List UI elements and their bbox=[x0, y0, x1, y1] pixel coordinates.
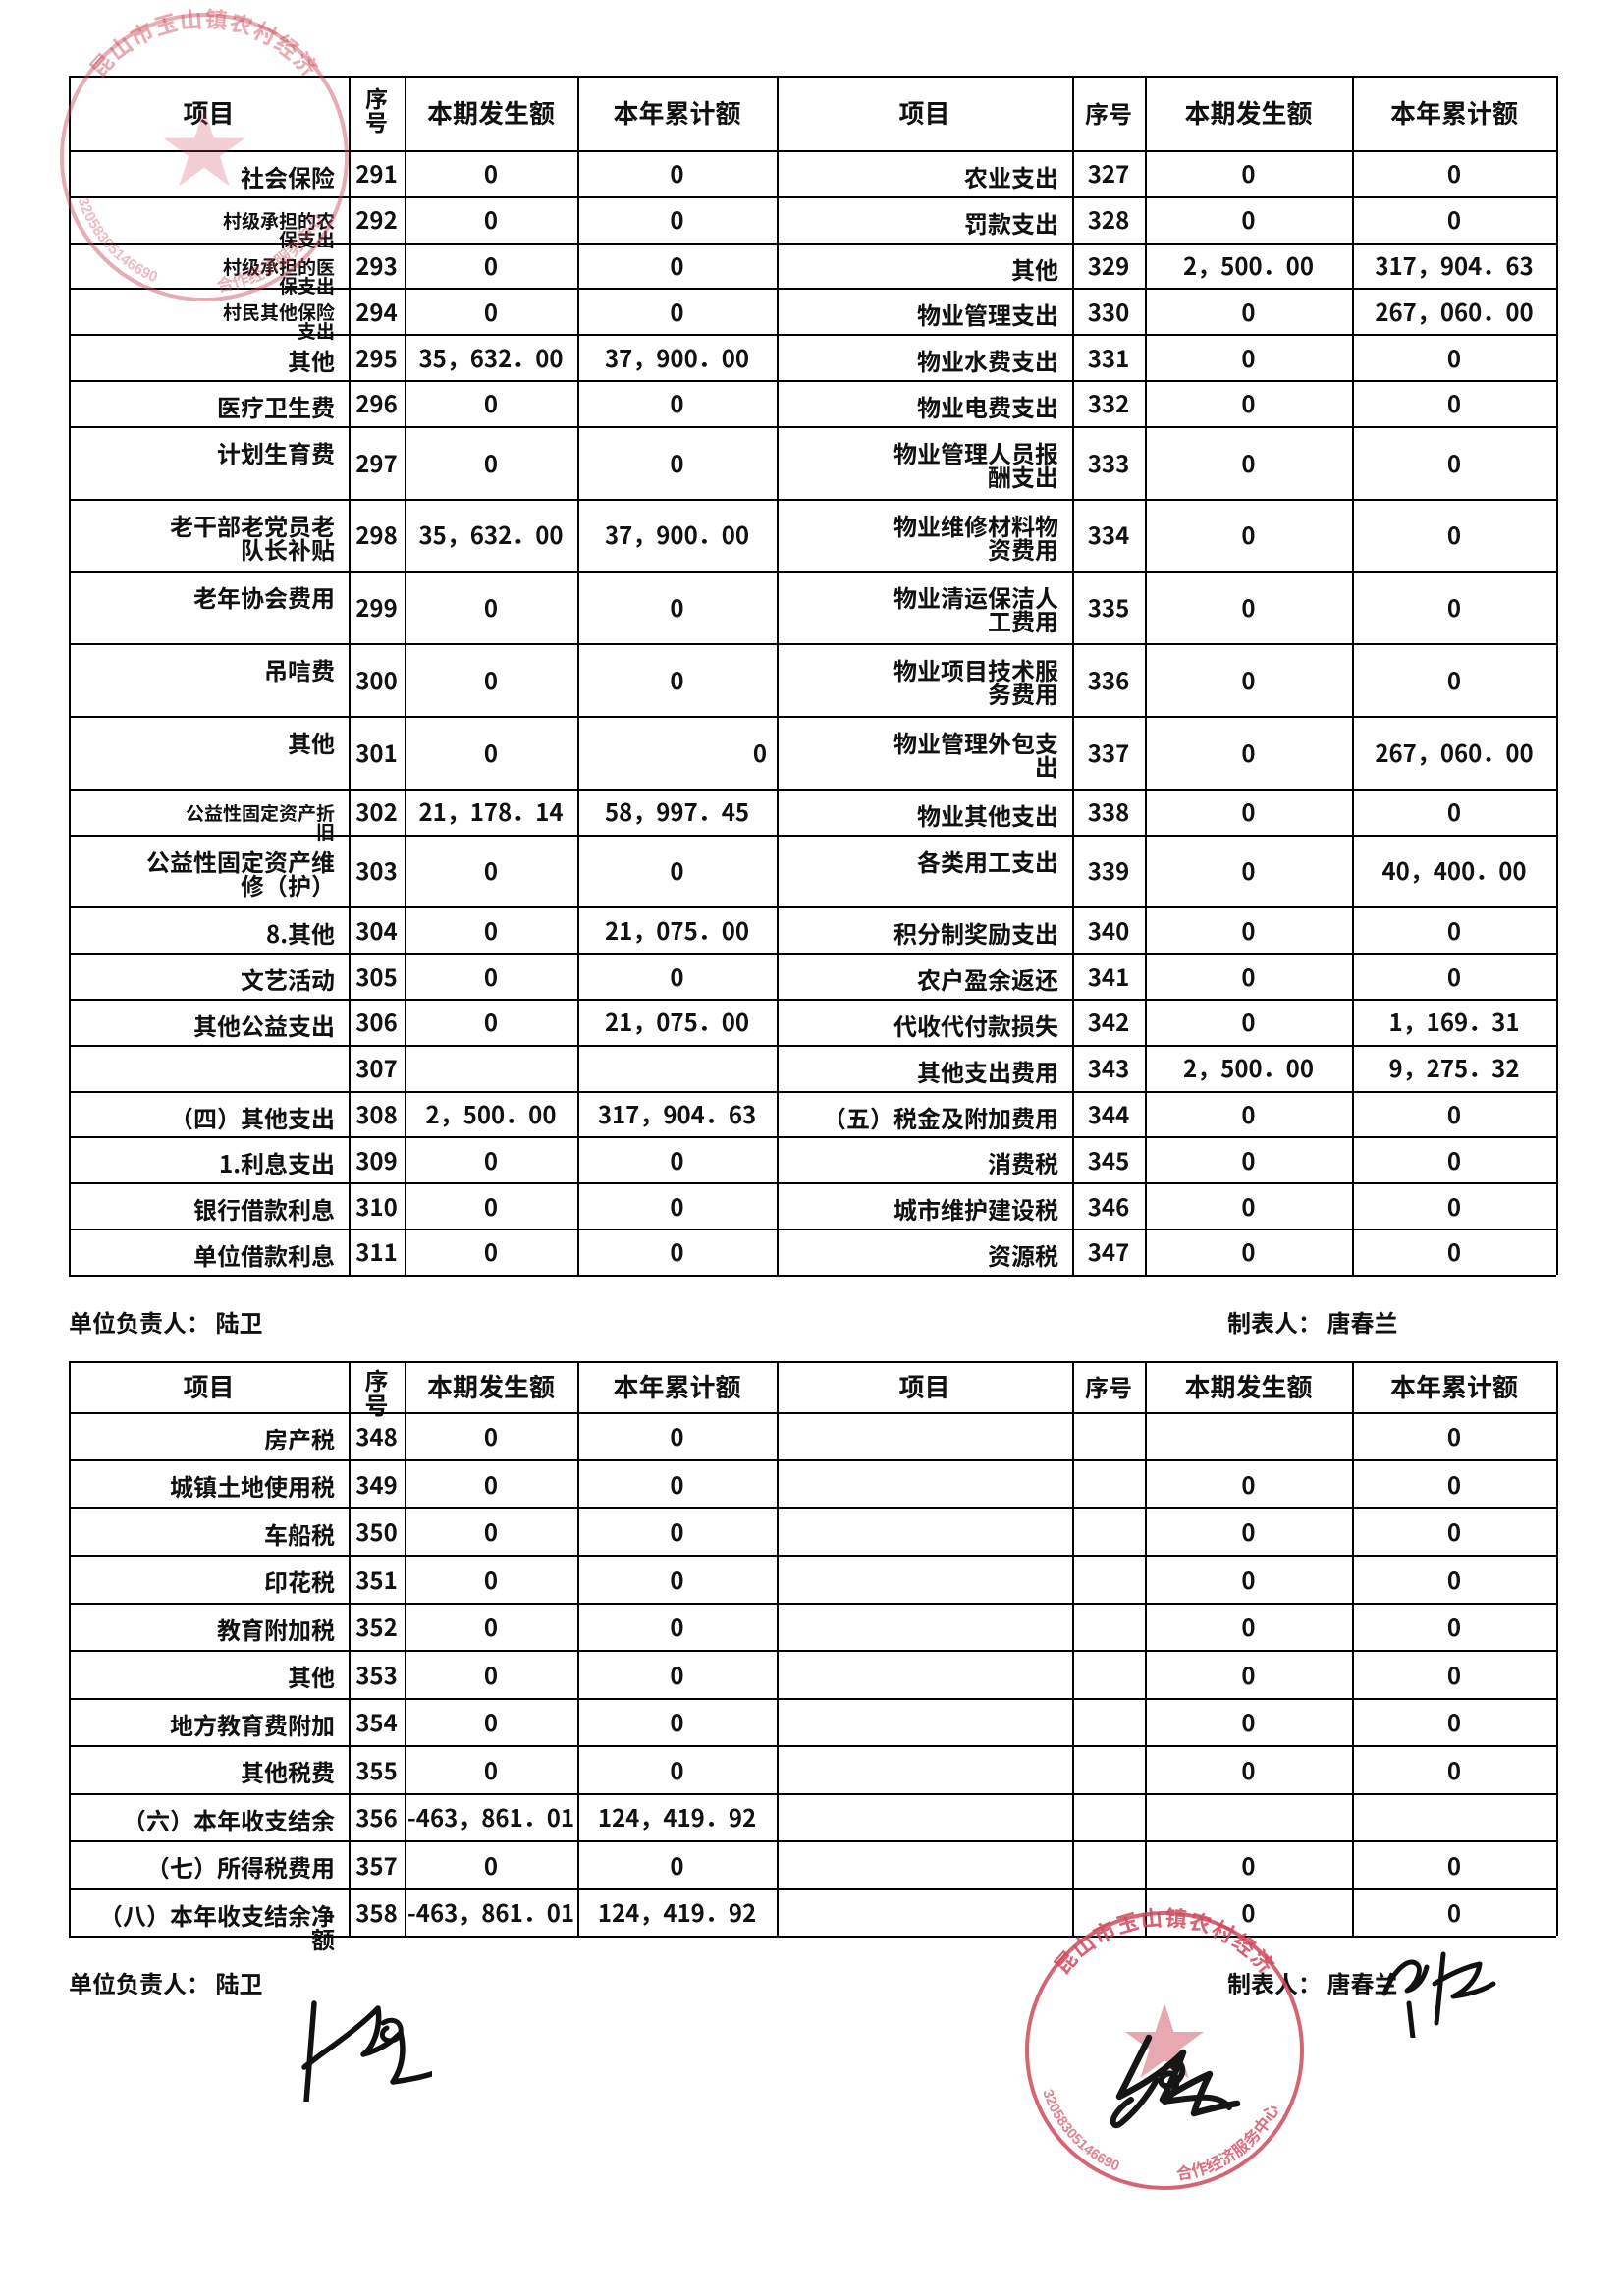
svg-text:昆山市玉山镇农村经济: 昆山市玉山镇农村经济 bbox=[81, 5, 328, 83]
